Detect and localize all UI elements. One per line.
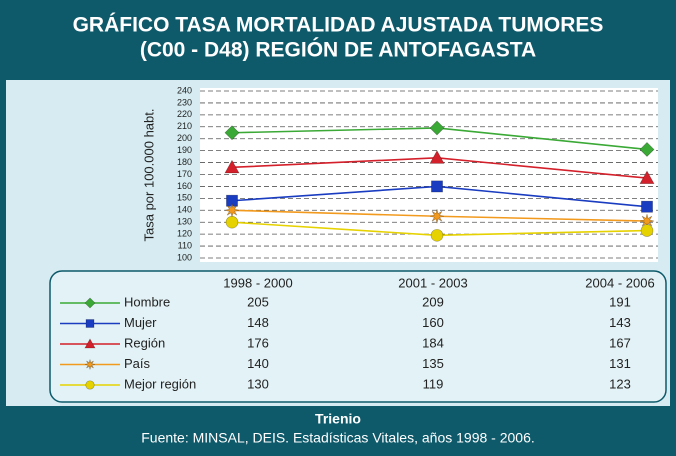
- x-tick-label: 2001 - 2003: [398, 275, 467, 290]
- source: Fuente: MINSAL, DEIS. Estadísticas Vital…: [141, 430, 535, 446]
- marker: [429, 150, 445, 164]
- y-tick-label: 170: [177, 169, 192, 179]
- table-value: 184: [422, 335, 444, 350]
- marker: [640, 224, 654, 237]
- marker: [84, 338, 96, 349]
- legend-label: Mejor región: [124, 376, 196, 391]
- table-value: 209: [422, 294, 444, 309]
- y-tick-label: 150: [177, 193, 192, 203]
- y-tick-label: 120: [177, 229, 192, 239]
- y-tick-label: 190: [177, 145, 192, 155]
- marker: [85, 319, 95, 328]
- plot-area: [200, 88, 658, 262]
- data-table: [49, 270, 667, 403]
- table-value: 131: [609, 356, 631, 371]
- chart-title: GRÁFICO TASA MORTALIDAD AJUSTADA TUMORES: [73, 14, 604, 37]
- table-value: 130: [247, 376, 269, 391]
- marker: [225, 215, 239, 229]
- marker: [84, 359, 96, 370]
- table-value: 176: [247, 335, 269, 350]
- y-tick-label: 220: [177, 109, 192, 119]
- table-value: 160: [422, 315, 444, 330]
- y-tick-label: 240: [177, 85, 192, 95]
- legend-label: País: [124, 356, 151, 371]
- y-tick-label: 200: [177, 133, 192, 143]
- table-value: 191: [609, 294, 631, 309]
- marker: [429, 209, 445, 224]
- table-value: 205: [247, 294, 269, 309]
- y-tick-label: 180: [177, 157, 192, 167]
- y-tick-label: 230: [177, 97, 192, 107]
- table-value: 167: [609, 335, 631, 350]
- y-tick-label: 100: [177, 252, 192, 262]
- x-axis-label: Trienio: [315, 411, 361, 427]
- table-value: 143: [609, 315, 631, 330]
- y-tick-label: 140: [177, 205, 192, 215]
- x-tick-label: 2004 - 2006: [585, 275, 654, 290]
- marker: [224, 203, 240, 218]
- legend-label: Mujer: [124, 315, 157, 330]
- marker: [431, 180, 443, 193]
- marker: [224, 125, 240, 141]
- marker: [639, 170, 655, 184]
- marker: [641, 200, 653, 213]
- marker: [430, 229, 444, 242]
- marker: [639, 142, 655, 157]
- legend-label: Región: [124, 335, 165, 350]
- marker: [224, 159, 240, 174]
- y-tick-label: 210: [177, 121, 192, 131]
- y-tick-label: 130: [177, 217, 192, 227]
- table-value: 148: [247, 315, 269, 330]
- table-value: 135: [422, 356, 444, 371]
- x-tick-label: 1998 - 2000: [223, 275, 292, 290]
- marker: [429, 120, 445, 136]
- marker: [85, 380, 95, 390]
- y-tick-label: 160: [177, 181, 192, 191]
- y-axis-label: Tasa por 100.000 habt.: [141, 109, 156, 242]
- table-value: 140: [247, 356, 269, 371]
- table-value: 123: [609, 376, 631, 391]
- chart-title: (C00 - D48) REGIÓN DE ANTOFAGASTA: [140, 38, 536, 62]
- marker: [84, 297, 96, 309]
- table-value: 119: [423, 376, 444, 391]
- y-tick-label: 110: [178, 240, 192, 250]
- legend-label: Hombre: [124, 294, 170, 309]
